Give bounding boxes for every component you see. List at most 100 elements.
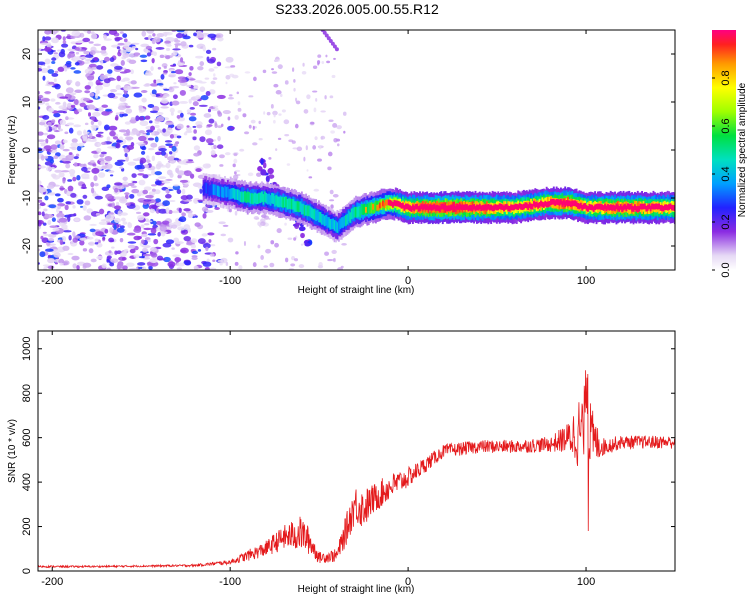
trace-cell [443, 204, 446, 211]
noise-blob [176, 123, 184, 130]
noise-blob [73, 124, 82, 128]
noise-blob [180, 57, 184, 64]
noise-blob [81, 166, 88, 172]
trace-cell [258, 192, 261, 204]
noise-blob [95, 89, 100, 95]
noise-blob [230, 65, 236, 68]
noise-blob [51, 37, 59, 44]
noise-blob [228, 94, 233, 97]
noise-blob [166, 156, 176, 161]
trace-cell [382, 200, 384, 207]
trace-cell [372, 203, 374, 210]
noise-blob [101, 141, 107, 146]
noise-blob [108, 250, 112, 254]
noise-blob [187, 112, 191, 115]
noise-blob [178, 207, 182, 214]
trace-cell [514, 203, 517, 210]
noise-blob [162, 242, 172, 248]
trace-cell [520, 203, 523, 210]
snr-line-layer [38, 370, 675, 569]
trace-cell [531, 203, 534, 210]
noise-blob [198, 81, 207, 84]
noise-blob [92, 111, 101, 117]
noise-blob [71, 255, 80, 261]
noise-blob [83, 215, 92, 221]
noise-blob [47, 121, 52, 126]
noise-blob [110, 63, 119, 67]
noise-blob [123, 85, 128, 88]
trace-cell [463, 204, 466, 211]
trace-cell [575, 201, 578, 208]
noise-blob [324, 251, 330, 256]
noise-blob [252, 142, 258, 146]
trace-cell [602, 205, 605, 211]
noise-blob [266, 111, 271, 116]
noise-blob [54, 193, 61, 197]
noise-blob [204, 267, 210, 270]
noise-blob [150, 125, 155, 131]
noise-blob [40, 119, 46, 123]
trace-cell [596, 203, 599, 210]
noise-blob [194, 55, 204, 59]
trace-cell [665, 204, 668, 211]
noise-blob [195, 168, 202, 173]
trace-cell [614, 205, 616, 212]
noise-blob [330, 204, 334, 209]
noise-blob [186, 109, 192, 113]
noise-blob [78, 142, 85, 147]
stray-trace-blob [324, 33, 329, 38]
noise-blob [47, 233, 57, 238]
noise-blob [38, 204, 41, 210]
trace-cell [288, 198, 290, 209]
noise-blob [88, 63, 97, 68]
noise-blob [86, 104, 95, 110]
noise-blob [260, 254, 264, 260]
trace-cell [594, 204, 597, 211]
trace-cell [342, 217, 345, 228]
noise-blob [115, 143, 121, 149]
noise-blob [272, 119, 276, 124]
trace-cell [347, 210, 350, 222]
noise-blob [81, 183, 87, 190]
noise-blob [216, 144, 224, 149]
noise-blob [42, 231, 47, 234]
noise-blob [80, 173, 90, 179]
noise-blob [187, 212, 194, 219]
spectrogram-x-tick-label: -100 [219, 275, 241, 287]
trace-cell [278, 196, 281, 208]
noise-blob [127, 161, 137, 166]
noise-blob [183, 208, 191, 212]
trace-cell [214, 184, 216, 196]
noise-blob [65, 60, 72, 65]
trace-cell [384, 199, 387, 206]
noise-blob [38, 139, 46, 142]
noise-blob [159, 54, 165, 59]
trace-cell [656, 203, 659, 210]
trace-cell [601, 204, 604, 211]
noise-blob [212, 259, 216, 263]
noise-blob [111, 202, 116, 209]
noise-blob [119, 49, 127, 54]
noise-blob [127, 182, 135, 187]
noise-blob [44, 58, 51, 65]
trace-cell [632, 206, 635, 212]
noise-blob [48, 204, 57, 209]
noise-blob [138, 130, 145, 134]
noise-blob [62, 245, 70, 251]
noise-blob [173, 157, 180, 161]
noise-blob [43, 208, 48, 212]
noise-blob [218, 154, 225, 159]
noise-blob [146, 132, 150, 136]
noise-blob [169, 134, 175, 139]
noise-blob [165, 239, 175, 245]
stray-trace-blob [328, 38, 333, 43]
trace-cell [643, 203, 646, 210]
trace-cell [649, 205, 652, 212]
noise-blob [103, 124, 110, 131]
trace-cell [619, 204, 622, 210]
noise-blob [141, 146, 147, 151]
trace-cell [477, 204, 480, 211]
noise-blob [189, 88, 196, 92]
diagonal-branch-blob [300, 232, 305, 239]
noise-blob [177, 110, 183, 114]
